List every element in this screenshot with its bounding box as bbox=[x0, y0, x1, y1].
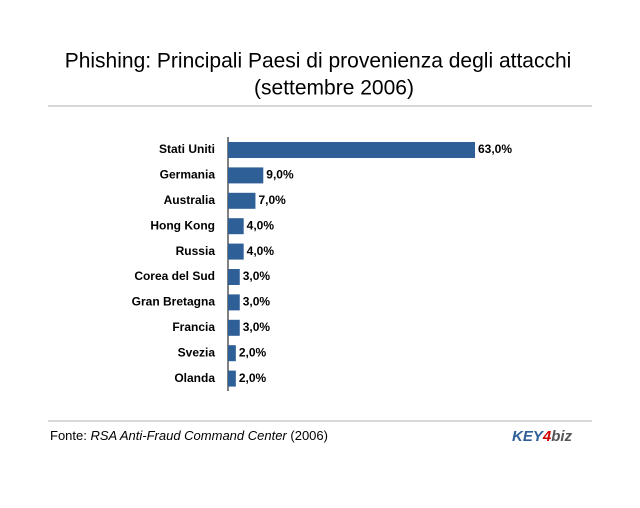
bar bbox=[228, 269, 240, 285]
value-label: 2,0% bbox=[239, 371, 267, 385]
source: Fonte: RSA Anti-Fraud Command Center (20… bbox=[50, 428, 328, 443]
value-label: 3,0% bbox=[243, 269, 271, 283]
bar bbox=[228, 243, 244, 260]
source-year: (2006) bbox=[290, 428, 328, 443]
source-prefix: Fonte: bbox=[50, 428, 87, 443]
category-label: Gran Bretagna bbox=[132, 295, 216, 309]
value-label: 2,0% bbox=[239, 345, 267, 359]
bar bbox=[228, 167, 264, 184]
logo: KEY4biz bbox=[512, 428, 573, 445]
bar bbox=[228, 218, 244, 235]
category-label: Australia bbox=[164, 193, 216, 207]
category-label: Svezia bbox=[178, 345, 216, 359]
value-label: 4,0% bbox=[247, 218, 275, 232]
category-label: Hong Kong bbox=[150, 218, 215, 232]
category-label: Germania bbox=[160, 168, 216, 182]
category-label: Francia bbox=[172, 320, 215, 334]
chart-subtitle: (settembre 2006) bbox=[254, 77, 414, 100]
logo-part: 4 bbox=[542, 428, 552, 445]
bar bbox=[228, 319, 240, 336]
source-name: RSA Anti-Fraud Command Center bbox=[90, 428, 287, 443]
chart-title: Phishing: Principali Paesi di provenienz… bbox=[65, 50, 572, 73]
category-label: Olanda bbox=[174, 371, 215, 385]
category-label: Russia bbox=[176, 244, 216, 258]
value-label: 3,0% bbox=[243, 295, 271, 309]
logo-part: KEY bbox=[512, 428, 545, 445]
category-label: Stati Uniti bbox=[159, 142, 215, 156]
bar bbox=[228, 192, 256, 209]
value-label: 9,0% bbox=[266, 168, 294, 182]
value-label: 4,0% bbox=[247, 244, 275, 258]
category-label: Corea del Sud bbox=[134, 269, 215, 283]
bar bbox=[228, 345, 236, 362]
value-label: 63,0% bbox=[478, 142, 512, 156]
bar bbox=[228, 294, 240, 311]
bar bbox=[228, 142, 475, 158]
logo-part: biz bbox=[551, 428, 572, 445]
value-label: 3,0% bbox=[243, 320, 271, 334]
value-label: 7,0% bbox=[258, 193, 286, 207]
bar bbox=[228, 370, 236, 387]
